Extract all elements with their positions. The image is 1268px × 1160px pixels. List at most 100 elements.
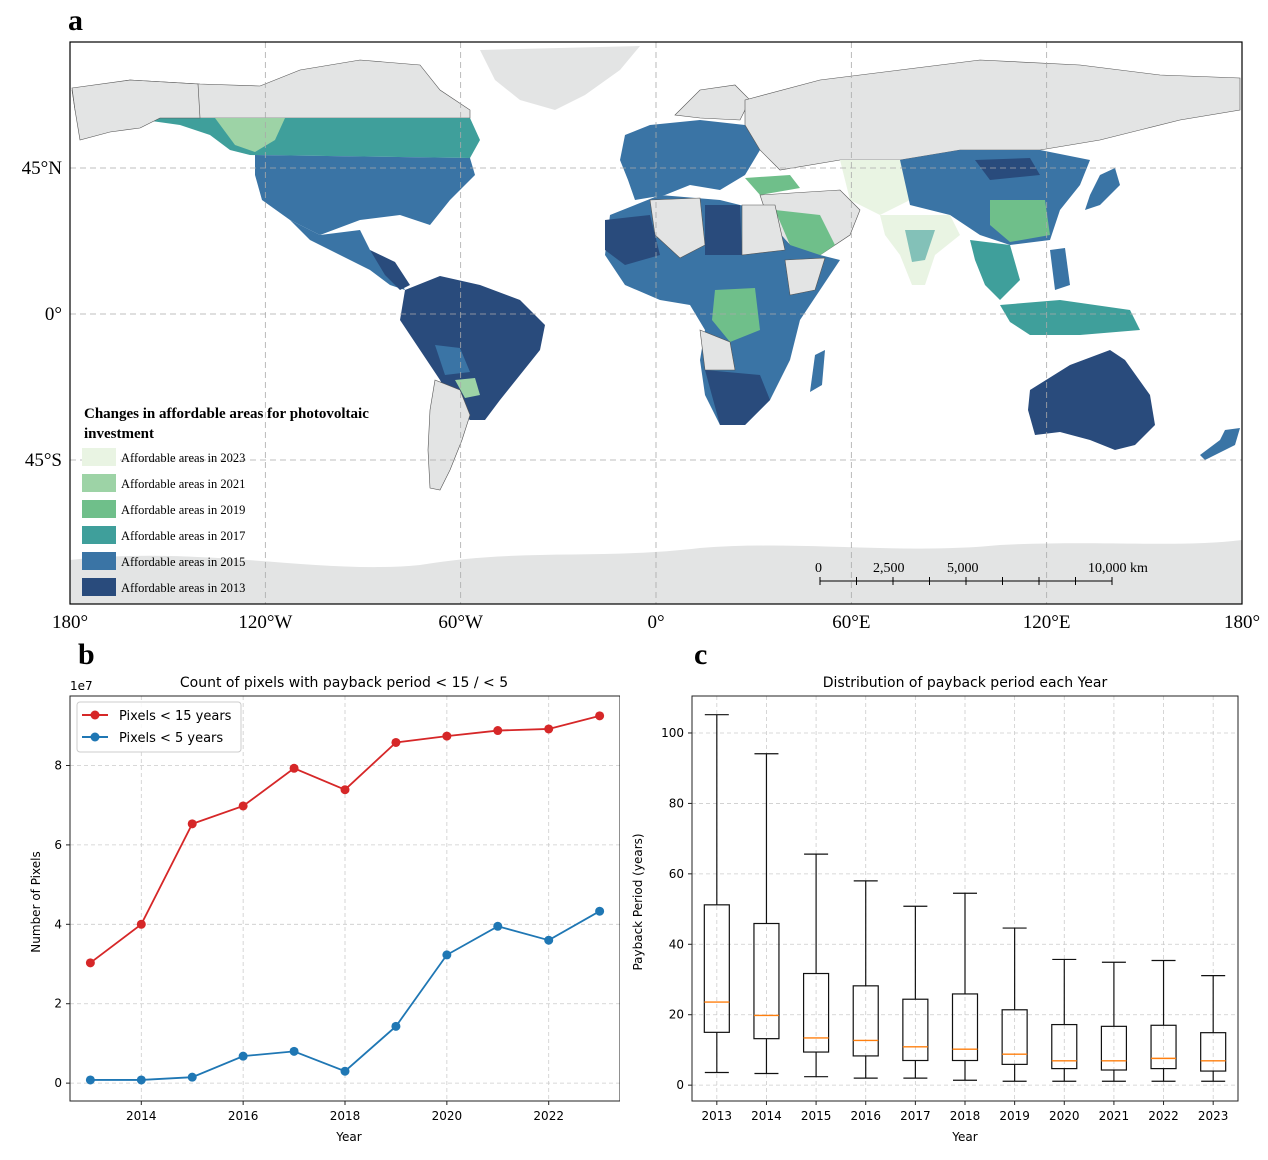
b-xtick-label: 2020	[432, 1109, 463, 1123]
b-ytick-label: 6	[54, 838, 62, 852]
region-sahara-north	[649, 197, 706, 259]
region-south-america	[400, 276, 545, 420]
world-map: 180° 120°W 60°W 0° 60°E 120°E 180° 45°N 0° 45°S C…	[22, 41, 1260, 633]
b-data-point	[442, 731, 452, 741]
region-argentina	[427, 379, 471, 491]
map-frame	[69, 41, 1243, 605]
c-box-iqr	[951, 993, 979, 1062]
region-central-america	[370, 250, 410, 290]
region-australia	[1028, 350, 1155, 450]
legend-title-line1: Changes in affordable areas for photovol…	[84, 406, 369, 422]
legend-marker-5yr	[90, 732, 100, 742]
legend-item-label: Affordable areas in 2021	[121, 477, 245, 491]
c-box-2017	[902, 905, 929, 1079]
lon-tick-label: 120°E	[1023, 612, 1071, 633]
b-data-point	[340, 785, 350, 795]
b-ytick-label: 2	[54, 997, 62, 1011]
chart-c-frame	[691, 695, 1239, 1102]
b-data-point	[391, 1021, 401, 1031]
region-turkey	[745, 175, 800, 195]
b-data-point	[493, 921, 503, 931]
legend-item-label: Affordable areas in 2013	[121, 581, 245, 595]
legend-swatch	[82, 526, 116, 544]
legend-swatch	[82, 552, 116, 570]
region-paraguay	[455, 378, 480, 398]
c-box-2023	[1200, 975, 1227, 1082]
c-box-iqr	[703, 904, 730, 1033]
c-xtick-label: 2020	[1049, 1109, 1080, 1123]
b-data-point	[544, 935, 554, 945]
c-box-iqr	[1001, 1009, 1028, 1065]
c-ytick-label: 80	[669, 796, 684, 810]
lat-tick-label: 45°S	[25, 450, 62, 471]
region-russia	[744, 59, 1241, 171]
region-japan	[1085, 168, 1120, 210]
c-box-2022	[1150, 959, 1177, 1082]
c-xtick-label: 2017	[900, 1109, 931, 1123]
chart-b-xlabel: Year	[335, 1130, 361, 1144]
b-data-point	[238, 1051, 248, 1061]
lat-tick-label: 0°	[45, 304, 62, 325]
c-ytick-label: 100	[661, 726, 684, 740]
b-xtick-label: 2022	[533, 1109, 564, 1123]
c-xtick-label: 2015	[801, 1109, 832, 1123]
map-legend: Changes in affordable areas for photovol…	[82, 406, 369, 596]
legend-item-label: Affordable areas in 2017	[121, 529, 245, 543]
region-new-zealand	[1200, 428, 1240, 460]
scale-label-2500: 2,500	[873, 561, 905, 576]
c-xtick-label: 2022	[1148, 1109, 1179, 1123]
region-angola	[699, 329, 736, 371]
legend-title-line2: investment	[84, 426, 154, 442]
region-bolivia	[435, 345, 470, 375]
region-alaska	[71, 79, 201, 141]
scale-label-10000: 10,000 km	[1088, 561, 1148, 576]
legend-item-label: Affordable areas in 2015	[121, 555, 245, 569]
legend-marker-15yr	[90, 710, 100, 720]
b-data-point	[85, 958, 95, 968]
c-box-iqr	[753, 922, 780, 1040]
legend-item-label: Affordable areas in 2019	[121, 503, 245, 517]
line-chart-pixel-counts: Count of pixels with payback period < 15…	[29, 675, 620, 1144]
c-box-2020	[1051, 958, 1078, 1082]
c-box-2015	[802, 853, 830, 1078]
c-box-iqr	[1100, 1025, 1128, 1071]
lon-tick-label: 60°W	[438, 612, 483, 633]
scale-label-5000: 5,000	[947, 561, 979, 576]
c-ytick-label: 60	[669, 867, 684, 881]
region-saudi-arabia	[775, 210, 835, 262]
c-xtick-label: 2019	[999, 1109, 1030, 1123]
map-gridlines	[70, 42, 1242, 604]
b-data-point	[391, 737, 401, 747]
c-ytick-label: 20	[669, 1008, 684, 1022]
b-ytick-label: 4	[54, 917, 62, 931]
b-data-point	[595, 906, 605, 916]
b-data-point	[595, 711, 605, 721]
c-box-iqr	[1150, 1024, 1177, 1070]
panel-label-a: a	[68, 4, 83, 37]
b-data-point	[136, 919, 146, 929]
b-data-point	[442, 950, 452, 960]
region-west-africa	[605, 215, 660, 265]
b-xtick-label: 2014	[126, 1109, 157, 1123]
legend-label-15yr: Pixels < 15 years	[119, 709, 232, 724]
lon-tick-label: 120°W	[238, 612, 292, 633]
b-data-point	[289, 1046, 299, 1056]
chart-b-y-multiplier: 1e7	[70, 679, 93, 693]
lon-tick-label: 180°	[52, 612, 88, 633]
region-egypt	[741, 204, 786, 256]
region-east-africa-gray	[784, 257, 826, 296]
b-data-point	[136, 1075, 146, 1085]
c-box-2021	[1100, 961, 1128, 1082]
c-ytick-label: 0	[676, 1078, 684, 1092]
b-ytick-label: 0	[54, 1076, 62, 1090]
b-xtick-label: 2016	[228, 1109, 259, 1123]
scale-label-0: 0	[815, 561, 822, 576]
b-data-point	[340, 1066, 350, 1076]
region-central-asia	[840, 160, 910, 215]
legend-swatch	[82, 500, 116, 518]
c-xtick-label: 2023	[1198, 1109, 1229, 1123]
panel-label-b: b	[78, 638, 95, 671]
b-data-point	[187, 819, 197, 829]
region-southeast-asia	[970, 240, 1020, 300]
c-box-2019	[1001, 927, 1028, 1082]
